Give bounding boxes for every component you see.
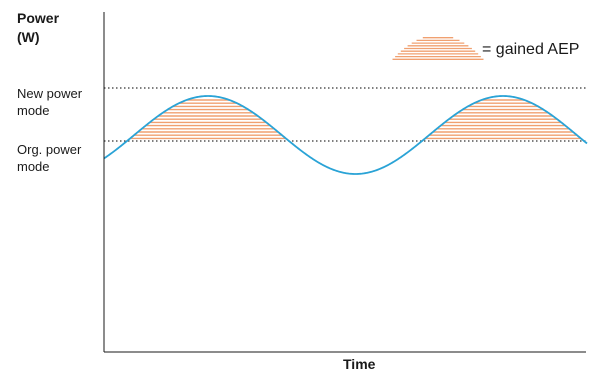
power-curve xyxy=(103,95,588,175)
org-power-mode-line1: Org. power xyxy=(17,142,82,157)
new-power-mode-line1: New power xyxy=(17,86,83,101)
x-axis-title: Time xyxy=(343,356,376,372)
y-axis-title-line2: (W) xyxy=(17,29,40,45)
org-power-mode-label: Org. power mode xyxy=(17,141,81,175)
legend-label: = gained AEP xyxy=(482,41,580,58)
legend-hatch-swatch xyxy=(392,37,484,60)
new-power-mode-line2: mode xyxy=(17,103,50,118)
gained-aep-hatch xyxy=(130,99,581,140)
org-power-mode-line2: mode xyxy=(17,159,50,174)
new-power-mode-label: New power mode xyxy=(17,85,82,119)
y-axis-title: Power (W) xyxy=(17,9,59,47)
y-axis-title-line1: Power xyxy=(17,10,60,26)
